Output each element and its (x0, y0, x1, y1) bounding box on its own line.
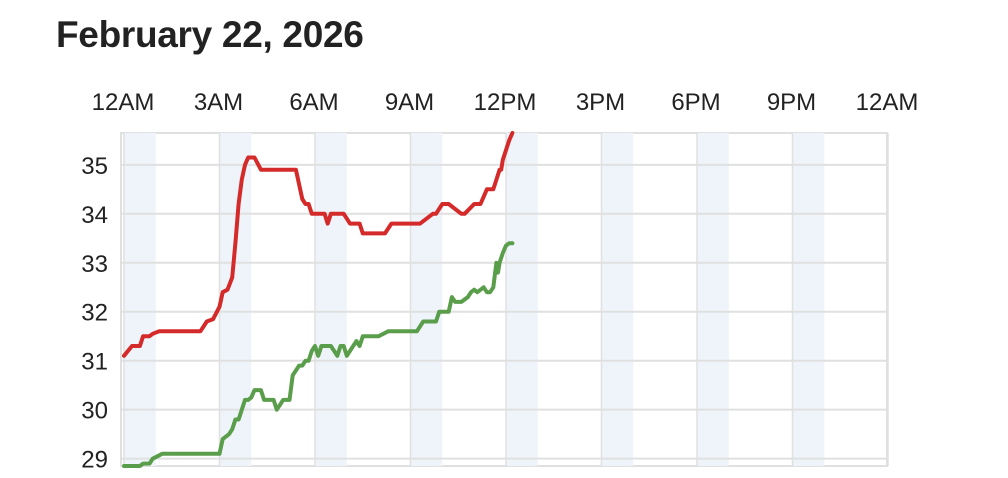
time-band (792, 133, 825, 466)
time-band (124, 133, 156, 466)
y-tick-label: 32 (81, 300, 108, 327)
y-tick-label: 33 (81, 251, 108, 278)
time-band (506, 133, 538, 466)
time-band (697, 133, 729, 466)
y-tick-label: 34 (81, 202, 108, 229)
time-band (219, 133, 252, 466)
y-tick-label: 30 (81, 398, 108, 425)
y-axis-ticks: 29 30 31 32 33 34 35 (81, 153, 108, 474)
x-tick-label: 6AM (289, 89, 338, 116)
y-tick-label: 35 (81, 153, 108, 180)
x-axis-ticks: 12AM 3AM 6AM 9AM 12PM 3PM 6PM 9PM 12AM (92, 89, 919, 116)
series-line-2 (122, 241, 515, 468)
x-tick-label: 12AM (92, 89, 155, 116)
x-tick-label: 9PM (767, 89, 816, 116)
x-tick-label: 12AM (856, 89, 919, 116)
x-tick-label: 6PM (671, 89, 720, 116)
series-line-1 (122, 131, 515, 358)
time-band (315, 133, 347, 466)
chart-title: February 22, 2026 (56, 14, 364, 55)
time-band (410, 133, 443, 466)
x-tick-label: 12PM (474, 89, 537, 116)
background-bands (120, 132, 888, 467)
x-tick-label: 9AM (385, 89, 434, 116)
y-tick-label: 29 (81, 447, 108, 474)
series-lines (122, 131, 515, 468)
time-band (601, 133, 634, 466)
x-tick-label: 3PM (576, 89, 625, 116)
y-tick-label: 31 (81, 349, 108, 376)
x-tick-label: 3AM (194, 89, 243, 116)
